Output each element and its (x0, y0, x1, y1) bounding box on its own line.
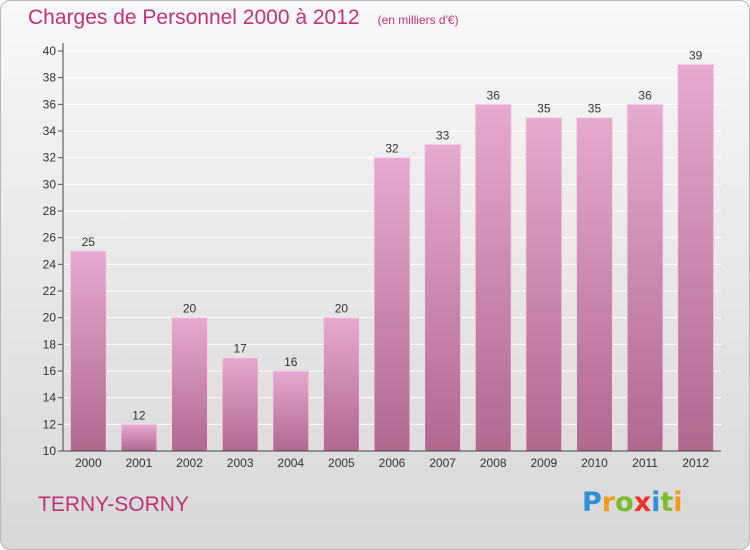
bar (221, 357, 259, 452)
data-label: 20 (335, 302, 349, 316)
logo-letter: x (633, 487, 652, 518)
x-tick-label: 2005 (328, 456, 355, 470)
y-tick-label: 22 (43, 284, 57, 298)
x-tick-label: 2012 (682, 456, 709, 470)
y-tick-label: 20 (43, 311, 57, 325)
y-tick-label: 28 (43, 204, 57, 218)
bar (626, 103, 664, 452)
y-tick-label: 10 (43, 444, 57, 458)
logo-letter: i (651, 487, 661, 518)
x-tick-label: 2007 (429, 456, 456, 470)
data-label: 16 (284, 355, 298, 369)
x-tick-label: 2001 (126, 456, 153, 470)
x-tick-label: 2000 (75, 456, 102, 470)
chart-subtitle: (en milliers d'€) (377, 13, 459, 27)
y-tick-label: 14 (43, 391, 57, 405)
bar (373, 157, 411, 452)
data-label: 35 (588, 102, 602, 116)
proxiti-logo: Proxiti (582, 487, 683, 518)
x-tick-label: 2002 (176, 456, 203, 470)
bar (474, 103, 512, 452)
logo-letter: i (673, 487, 683, 518)
chart-title: Charges de Personnel 2000 à 2012 (en mill… (28, 6, 459, 30)
y-tick-label: 40 (43, 44, 57, 58)
bar (120, 423, 158, 452)
y-tick-label: 16 (43, 364, 57, 378)
bar (322, 317, 360, 452)
x-tick-label: 2009 (530, 456, 557, 470)
x-axis-ticks: 2000 2001 2002 2003 2004 2005 2006 2007 2008 2009… (75, 456, 709, 470)
data-label: 35 (537, 102, 551, 116)
chart-title-text: Charges de Personnel 2000 à 2012 (28, 6, 360, 29)
x-tick-label: 2006 (379, 456, 406, 470)
x-tick-label: 2008 (480, 456, 507, 470)
y-tick-label: 12 (43, 417, 57, 431)
bar (171, 317, 209, 452)
axes (62, 43, 721, 452)
bar (525, 117, 563, 452)
y-tick-label: 26 (43, 231, 57, 245)
y-tick-label: 36 (43, 97, 57, 111)
y-tick-label: 30 (43, 177, 57, 191)
bar (677, 63, 715, 452)
town-name: TERNY-SORNY (38, 493, 189, 516)
data-label: 36 (487, 88, 501, 102)
data-label: 39 (689, 48, 703, 62)
data-label: 33 (436, 128, 450, 142)
x-tick-label: 2004 (277, 456, 304, 470)
x-tick-label: 2011 (632, 456, 658, 470)
bar (575, 117, 613, 452)
data-label: 25 (82, 235, 96, 249)
data-label: 17 (233, 342, 247, 356)
data-label: 12 (132, 408, 146, 422)
y-tick-label: 32 (43, 151, 57, 165)
y-tick-label: 18 (43, 337, 57, 351)
x-tick-label: 2010 (581, 456, 608, 470)
bar (272, 370, 310, 452)
bars: 25 12 20 17 16 20 32 33 36 35 35 36 39 (69, 48, 715, 452)
logo-letter: o (615, 487, 634, 518)
logo-letter: r (601, 487, 616, 518)
logo-letter: t (660, 487, 674, 518)
y-axis-ticks: 10 12 14 16 18 20 22 24 26 28 30 32 34 36 38 40 (43, 44, 63, 458)
bar (69, 250, 107, 452)
data-label: 20 (183, 302, 197, 316)
y-tick-label: 34 (43, 124, 57, 138)
data-label: 36 (638, 88, 652, 102)
x-tick-label: 2003 (227, 456, 254, 470)
data-label: 32 (385, 142, 399, 156)
logo-letter: P (582, 487, 602, 518)
bar (424, 143, 462, 452)
y-tick-label: 38 (43, 71, 57, 85)
y-tick-label: 24 (43, 257, 57, 271)
